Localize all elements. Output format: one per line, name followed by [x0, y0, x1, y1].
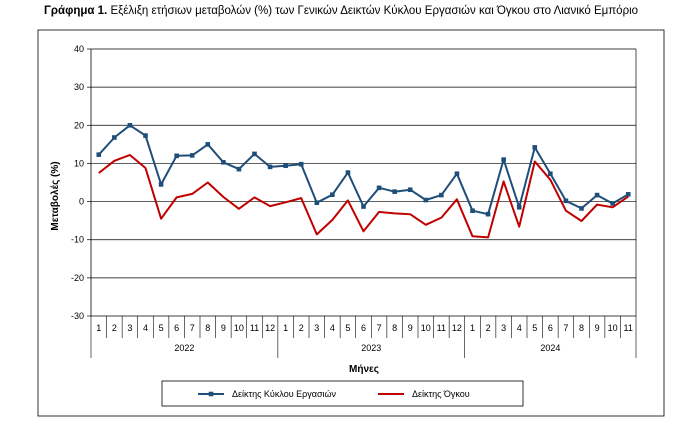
x-tick-label: 2	[112, 323, 117, 333]
data-point	[610, 201, 615, 206]
y-tick-label: 20	[74, 120, 84, 130]
data-point	[548, 171, 553, 177]
x-tick-label: 1	[283, 323, 288, 333]
x-tick-label: 11	[624, 323, 633, 333]
data-point	[516, 204, 522, 210]
y-axis-ticks: 40 30 20 10 0 -10 -20 -30	[71, 44, 92, 321]
data-point	[330, 192, 335, 198]
x-tick-label: 9	[595, 323, 600, 333]
year-label: 2023	[361, 343, 381, 353]
chart-series	[96, 122, 631, 239]
chart-title-prefix: Γράφημα 1.	[44, 5, 108, 17]
x-tick-label: 2	[299, 323, 304, 333]
data-point	[470, 208, 475, 214]
x-tick-label: 7	[563, 323, 568, 333]
chart-legend: Δείκτης Κύκλου Εργασιών Δείκτης Όγκου	[161, 380, 524, 407]
data-point	[625, 192, 631, 197]
x-tick-label: 3	[501, 323, 506, 333]
data-point	[345, 170, 351, 175]
data-point	[392, 189, 397, 194]
data-point	[205, 142, 211, 147]
legend-label: Δείκτης Όγκου	[412, 389, 470, 399]
x-tick-label: 3	[314, 323, 319, 333]
series-line	[98, 154, 629, 239]
data-point	[407, 187, 413, 193]
x-tick-label: 8	[579, 323, 584, 333]
data-point	[96, 152, 102, 157]
x-tick-label: 9	[408, 323, 413, 333]
legend-marker	[208, 391, 214, 397]
data-point	[127, 122, 133, 128]
data-point	[501, 157, 506, 162]
data-point	[158, 182, 164, 187]
y-tick-label: 30	[74, 82, 84, 92]
x-tick-label: 4	[330, 323, 335, 333]
year-label: 2024	[540, 343, 560, 353]
chart-frame	[37, 29, 665, 417]
data-point	[221, 159, 226, 165]
data-point	[532, 145, 538, 150]
data-point	[439, 192, 444, 198]
legend-label: Δείκτης Κύκλου Εργασιών	[232, 389, 337, 399]
y-tick-label: -10	[71, 235, 84, 245]
data-point	[267, 164, 273, 170]
x-tick-label: 4	[517, 323, 522, 333]
y-tick-label: -20	[71, 273, 84, 283]
x-tick-label: 10	[234, 323, 244, 333]
x-tick-label: 6	[174, 323, 179, 333]
data-point	[143, 133, 148, 138]
data-point	[283, 163, 288, 169]
x-tick-label: 5	[345, 323, 350, 333]
x-tick-label: 9	[221, 323, 226, 333]
x-tick-label: 7	[377, 323, 382, 333]
data-point	[298, 161, 304, 167]
y-tick-label: 10	[74, 158, 84, 168]
x-tick-label: 1	[470, 323, 475, 333]
x-tick-label: 4	[143, 323, 148, 333]
series-2	[98, 154, 629, 239]
x-tick-label: 10	[608, 323, 618, 333]
x-tick-label: 5	[532, 323, 537, 333]
y-tick-label: 0	[79, 197, 84, 207]
y-tick-label: 40	[74, 44, 84, 54]
data-point	[594, 192, 600, 198]
x-tick-label: 5	[159, 323, 164, 333]
x-tick-label: 12	[452, 323, 462, 333]
series-1	[96, 122, 631, 217]
x-axis: 1 2 3 4 5 6 7 8 9 10 11 12 1 2 3 4 5 6 7 8 9 10 11 12 1 2 3 4 5 6 7 8 9 1…	[90, 316, 637, 358]
x-tick-label: 6	[361, 323, 366, 333]
data-point	[252, 151, 257, 157]
data-point	[236, 166, 242, 172]
y-axis-title: Μεταβολές (%)	[50, 161, 61, 230]
data-point	[189, 153, 195, 158]
x-tick-label: 11	[437, 323, 446, 333]
data-point	[376, 185, 382, 191]
data-point	[423, 197, 429, 203]
chart-title: Γράφημα 1. Εξέλιξη ετήσιων μεταβολών (%)…	[44, 5, 638, 17]
chart-gridlines	[91, 48, 637, 317]
chart-title-text: Εξέλιξη ετήσιων μεταβολών (%) των Γενικώ…	[110, 5, 639, 17]
y-tick-label: -30	[71, 311, 84, 321]
x-tick-label: 12	[265, 323, 275, 333]
x-tick-label: 2	[486, 323, 491, 333]
data-point	[112, 135, 117, 140]
data-point	[563, 198, 569, 204]
year-label: 2022	[174, 343, 194, 353]
x-tick-label: 11	[250, 323, 259, 333]
data-point	[361, 204, 366, 209]
x-tick-label: 8	[392, 323, 397, 333]
data-point	[454, 171, 460, 177]
x-tick-label: 6	[548, 323, 553, 333]
data-point	[174, 153, 179, 159]
x-tick-label: 3	[127, 323, 132, 333]
x-tick-label: 7	[190, 323, 195, 333]
x-tick-label: 1	[96, 323, 101, 333]
x-tick-label: 8	[205, 323, 210, 333]
data-point	[314, 200, 320, 206]
x-tick-label: 10	[421, 323, 431, 333]
x-axis-title: Μήνες	[349, 364, 379, 375]
data-point	[579, 206, 584, 211]
data-point	[485, 211, 491, 217]
